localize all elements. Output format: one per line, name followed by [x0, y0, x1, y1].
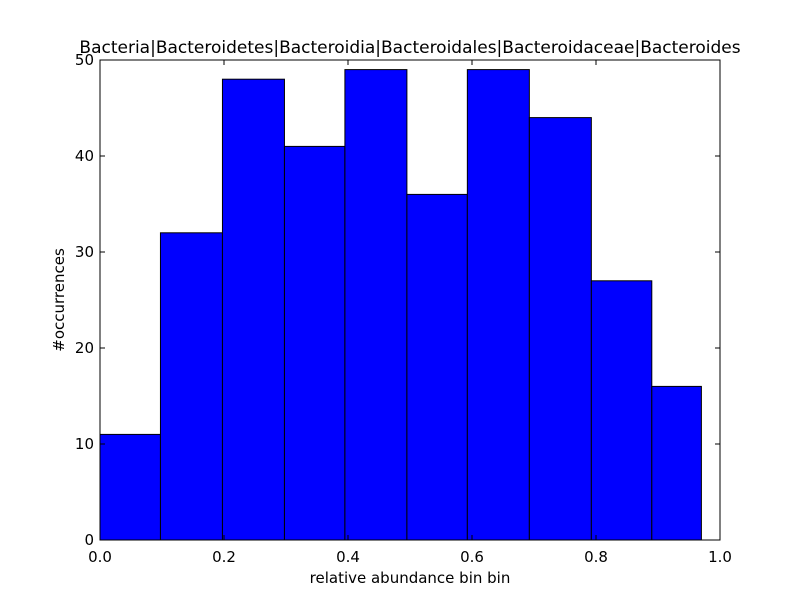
- x-tick-label: 1.0: [708, 548, 732, 566]
- histogram-bar-7: [466, 69, 530, 541]
- y-tick-label: 20: [75, 339, 94, 357]
- x-axis-label: relative abundance bin bin: [310, 569, 511, 587]
- y-tick-label: 40: [75, 147, 94, 165]
- histogram-bar-4: [283, 145, 346, 541]
- chart-title: Bacteria|Bacteroidetes|Bacteroidia|Bacte…: [79, 38, 740, 58]
- y-tick-label: 10: [75, 435, 94, 453]
- histogram-bar-8: [528, 117, 592, 541]
- x-tick-label: 0.0: [88, 548, 112, 566]
- histogram-bar-2: [159, 232, 223, 541]
- histogram-bar-9: [590, 280, 653, 541]
- histogram-bar-3: [221, 78, 285, 541]
- histogram-bar-1: [99, 433, 161, 541]
- histogram-bar-10: [651, 385, 702, 541]
- bars-layer: [99, 69, 702, 541]
- x-tick-label: 0.6: [460, 548, 484, 566]
- y-axis-label: #occurrences: [50, 248, 68, 352]
- y-tick-label: 50: [75, 51, 94, 69]
- y-tick-label: 30: [75, 243, 94, 261]
- histogram-bar-6: [406, 193, 468, 541]
- plot-frame: [99, 59, 721, 541]
- histogram-bar-5: [344, 69, 408, 541]
- x-tick-label: 0.8: [584, 548, 608, 566]
- x-tick-label: 0.4: [336, 548, 360, 566]
- y-tick-label: 0: [84, 531, 94, 549]
- x-tick-label: 0.2: [212, 548, 236, 566]
